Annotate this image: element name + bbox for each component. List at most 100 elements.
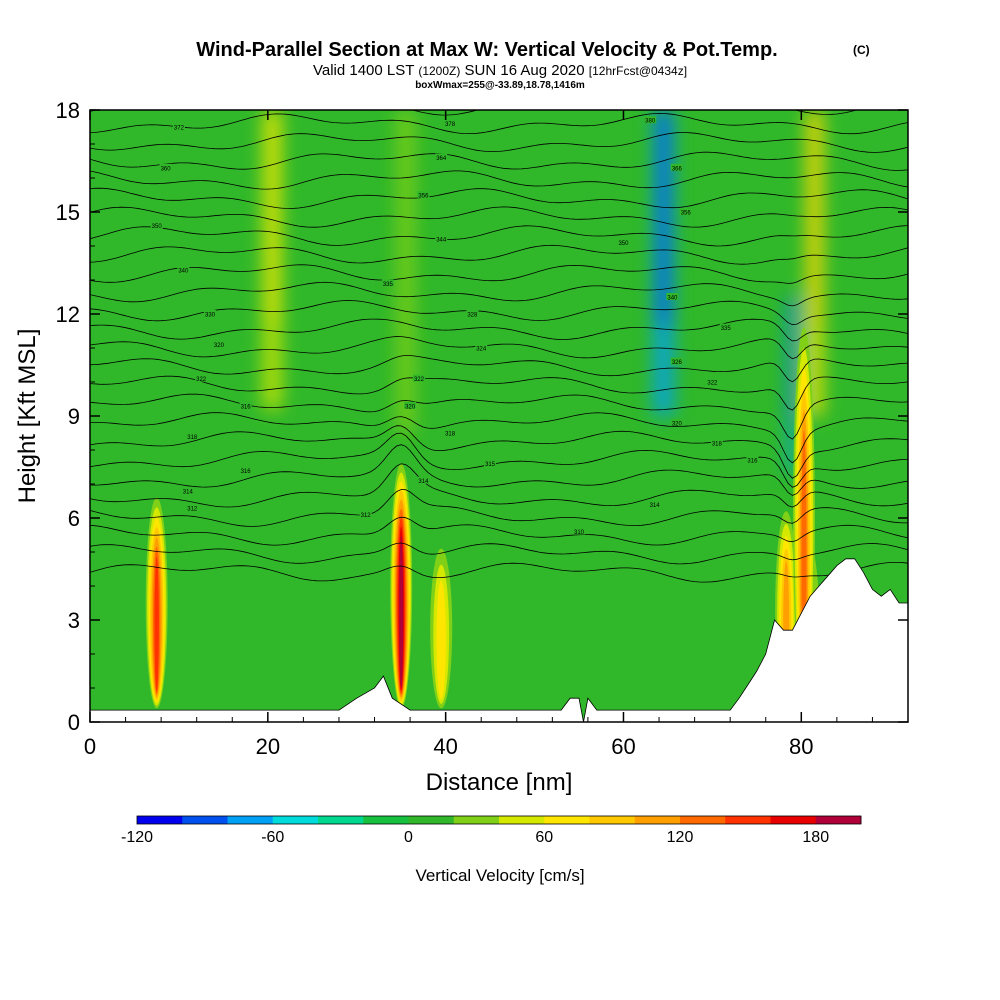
contour-label: 322 bbox=[414, 377, 425, 383]
contour-label-bg bbox=[381, 279, 394, 287]
colorbar-segment bbox=[770, 816, 817, 824]
isentrope-line bbox=[90, 375, 908, 411]
contour-label: 328 bbox=[467, 313, 478, 319]
plot-background bbox=[90, 110, 908, 722]
contour-label: 316 bbox=[241, 404, 252, 410]
subtitle-forecast: [12hrFcst@0434z] bbox=[589, 64, 687, 78]
contour-label: 344 bbox=[436, 238, 447, 244]
contour-label: 350 bbox=[152, 224, 163, 230]
contour-label: 335 bbox=[721, 326, 732, 332]
colorbar-segment bbox=[227, 816, 274, 824]
x-tick-label: 40 bbox=[433, 734, 457, 759]
contour-label: 320 bbox=[214, 343, 225, 349]
y-axis-label: Height [Kft MSL] bbox=[14, 329, 41, 504]
contour-label: 330 bbox=[205, 313, 216, 319]
x-axis-label: Distance [nm] bbox=[426, 769, 573, 796]
colorbar-segment bbox=[634, 816, 681, 824]
chart-subtitle: Valid 1400 LST (1200Z) SUN 16 Aug 2020 [… bbox=[313, 62, 687, 79]
velocity-band bbox=[396, 110, 415, 433]
colorbar-segment bbox=[182, 816, 228, 824]
isentrope-line bbox=[90, 187, 908, 209]
y-axis: 0 3 6 9 12 15 18 bbox=[56, 98, 908, 735]
isentrope-line bbox=[90, 206, 908, 228]
contour-label-bg bbox=[466, 310, 479, 317]
x-tick-label: 20 bbox=[256, 734, 280, 759]
contour-label-bg bbox=[195, 374, 208, 382]
contour-label: 322 bbox=[196, 377, 207, 383]
contour-label-bg bbox=[150, 221, 163, 229]
contour-label: 320 bbox=[672, 421, 683, 427]
potential-temperature-contours bbox=[90, 110, 908, 583]
colorbar-segment bbox=[815, 816, 862, 824]
velocity-band-core bbox=[659, 110, 668, 325]
x-tick-label: 80 bbox=[789, 734, 813, 759]
contour-label-bg bbox=[359, 510, 372, 518]
contour-label: 350 bbox=[618, 241, 629, 247]
colorbar-segment bbox=[318, 816, 364, 824]
contour-label: 310 bbox=[574, 530, 585, 536]
colorbar-segment bbox=[544, 816, 590, 824]
isentrope-line bbox=[90, 336, 908, 360]
isentrope-line bbox=[90, 170, 908, 190]
isentrope-line bbox=[90, 132, 908, 153]
colorbar-ticks: -120 -60 0 60 120 180 bbox=[121, 829, 829, 846]
colorbar-segment bbox=[137, 816, 183, 824]
contour-label: 314 bbox=[418, 479, 429, 485]
colorbar-tick-label: -120 bbox=[121, 829, 153, 846]
colorbar-segment bbox=[725, 816, 771, 824]
contour-label: 318 bbox=[187, 435, 198, 441]
contour-label-bg bbox=[670, 357, 683, 365]
isentrope-line bbox=[90, 112, 908, 135]
contour-label-bg bbox=[484, 459, 497, 467]
contour-label: 366 bbox=[672, 166, 683, 172]
isentrope-line bbox=[90, 425, 908, 479]
updraft-cores bbox=[145, 327, 820, 709]
contour-label-bg bbox=[666, 293, 679, 300]
colorbar-tick-label: 60 bbox=[535, 829, 553, 846]
contour-label: 324 bbox=[476, 347, 487, 353]
contour-label: 360 bbox=[161, 166, 172, 172]
colorbar-segment bbox=[499, 816, 545, 824]
contour-label-bg bbox=[444, 119, 457, 127]
contour-label: 378 bbox=[445, 122, 456, 128]
contour-label-bg bbox=[444, 429, 457, 436]
chart-info-line: boxWmax=255@-33.89,18.78,1416m bbox=[415, 80, 585, 91]
contour-label-bg bbox=[706, 378, 719, 385]
contour-label-bg bbox=[417, 191, 430, 198]
contour-label-bg bbox=[239, 466, 252, 474]
x-tick-label: 60 bbox=[611, 734, 635, 759]
isentrope-line bbox=[90, 281, 908, 307]
contour-label-bg bbox=[435, 235, 448, 243]
chart-title: Wind-Parallel Section at Max W: Vertical… bbox=[196, 39, 777, 61]
colorbar-segment bbox=[680, 816, 726, 824]
isentrope-line bbox=[90, 489, 908, 527]
contour-label-bg bbox=[435, 153, 448, 161]
subtitle-date: SUN 16 Aug 2020 bbox=[465, 62, 585, 79]
contour-label: 312 bbox=[187, 506, 198, 512]
contour-label-bg bbox=[710, 439, 723, 447]
contour-label-bg bbox=[648, 500, 661, 508]
contour-label-bg bbox=[404, 401, 417, 409]
colorbar bbox=[136, 815, 862, 825]
contour-label-bg bbox=[212, 340, 225, 348]
y-tick-label: 12 bbox=[56, 302, 80, 327]
isentrope-line bbox=[90, 264, 908, 284]
contour-label-bg bbox=[186, 503, 199, 511]
contour-label-bg bbox=[475, 344, 488, 351]
isentrope-line bbox=[90, 444, 908, 496]
contour-label-bg bbox=[204, 310, 217, 317]
contour-label: 364 bbox=[436, 156, 447, 162]
contour-label-bg bbox=[186, 432, 199, 440]
colorbar-segment bbox=[589, 816, 636, 824]
y-tick-label: 0 bbox=[68, 710, 80, 735]
x-tick-label: 0 bbox=[84, 734, 96, 759]
contour-label: 356 bbox=[418, 194, 429, 200]
colorbar-tick-label: 0 bbox=[404, 829, 413, 846]
contour-label-bg bbox=[679, 208, 692, 215]
contour-label: 314 bbox=[183, 489, 194, 495]
isentrope-line bbox=[90, 318, 908, 342]
x-axis: 0 20 40 60 80 bbox=[84, 110, 909, 759]
updraft-core-level bbox=[154, 556, 159, 692]
contour-label-bg bbox=[670, 418, 683, 426]
contour-label-bg bbox=[670, 163, 683, 171]
